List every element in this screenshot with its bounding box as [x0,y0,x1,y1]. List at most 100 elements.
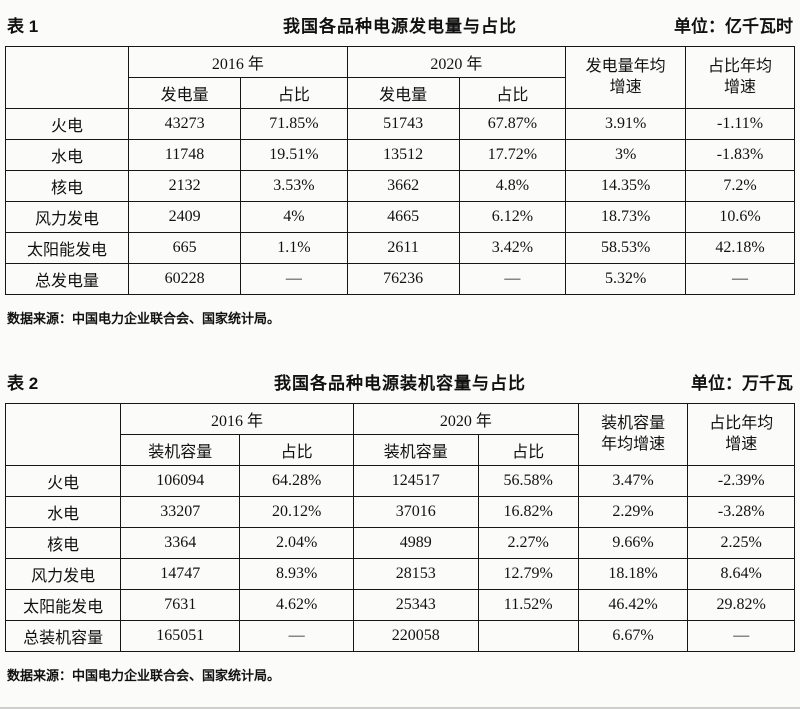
cell: 14.35% [565,170,687,202]
cell: 4.8% [458,170,567,202]
table2: 2016 年 2020 年 装机容量 年均增速 占比年均 增速 装机容量 占比 … [4,403,795,652]
table1: 2016 年 2020 年 发电量年均 增速 占比年均 增速 发电量 占比 发电… [4,46,795,295]
header-row: 装机容量 占比 装机容量 占比 [6,434,795,466]
table2-unit: 单位：万千瓦 [691,374,793,393]
table-row: 总装机容量 165051 — 220058 6.67% — [4,620,795,652]
share-2016-header: 占比 [240,77,348,109]
cell: 2.27% [477,527,579,559]
table2-source-note: 数据来源：中国电力企业联合会、国家统计局。 [7,668,281,683]
cell: 3.42% [458,232,567,264]
row-label: 太阳能发电 [4,232,130,264]
row-label: 火电 [4,465,122,497]
table-row: 水电 33207 20.12% 37016 16.82% 2.29% -3.28… [4,496,795,528]
table-row: 总发电量 60228 — 76236 — 5.32% — [4,263,795,295]
cell: 76236 [346,263,460,295]
cell: 2132 [128,170,242,202]
cell: 2.25% [687,527,795,559]
cell: 6.12% [458,201,567,233]
cell: 2409 [128,201,242,233]
cell: 67.87% [458,108,567,140]
cell: 12.79% [477,558,579,590]
table-row: 太阳能发电 665 1.1% 2611 3.42% 58.53% 42.18% [4,232,795,264]
cell: — [239,620,354,652]
year-2020-header: 2020 年 [346,46,567,78]
generation-2020-header: 发电量 [346,77,460,109]
share-growth-header: 占比年均 增速 [685,46,795,109]
cell: 165051 [120,620,241,652]
table1-label: 表 1 [7,17,39,36]
table-row: 火电 43273 71.85% 51743 67.87% 3.91% -1.11… [4,108,795,140]
cell: -1.83% [685,139,795,171]
generation-growth-header: 发电量年均 增速 [565,46,687,109]
cell: 3% [565,139,687,171]
cell: — [687,620,795,652]
cell: 56.58% [477,465,579,497]
cell: 665 [128,232,242,264]
capacity-2020-header: 装机容量 [352,434,479,466]
row-label: 总发电量 [4,263,130,295]
cell: 29.82% [687,589,795,621]
cell: 1.1% [240,232,348,264]
cell: 58.53% [565,232,687,264]
table-row: 风力发电 2409 4% 4665 6.12% 18.73% 10.6% [4,201,795,233]
cell: 7631 [120,589,241,621]
corner-cell [4,403,122,466]
cell: -3.28% [687,496,795,528]
cell: 13512 [346,139,460,171]
year-2016-header: 2016 年 [128,46,348,78]
cell: — [240,263,348,295]
table-row: 核电 3364 2.04% 4989 2.27% 9.66% 2.25% [4,527,795,559]
row-label: 太阳能发电 [4,589,122,621]
row-label: 水电 [4,139,130,171]
cell: 18.18% [577,558,689,590]
cell: — [685,263,795,295]
row-label: 风力发电 [4,201,130,233]
page-bottom-divider [0,707,800,709]
cell: 17.72% [458,139,567,171]
cell: 4989 [352,527,479,559]
cell: 5.32% [565,263,687,295]
header-row: 2016 年 2020 年 发电量年均 增速 占比年均 增速 [4,46,795,109]
cell [477,620,579,652]
table2-caption: 表 2 我国各品种电源装机容量与占比 单位：万千瓦 [7,369,793,393]
capacity-growth-header: 装机容量 年均增速 [577,403,689,466]
cell: 11748 [128,139,242,171]
cell: 2.04% [239,527,354,559]
cell: 8.64% [687,558,795,590]
cell: 4665 [346,201,460,233]
cell: 7.2% [685,170,795,202]
cell: 10.6% [685,201,795,233]
cell: 16.82% [477,496,579,528]
share-2016-header: 占比 [239,434,354,466]
cell: 37016 [352,496,479,528]
table-row: 核电 2132 3.53% 3662 4.8% 14.35% 7.2% [4,170,795,202]
cell: 6.67% [577,620,689,652]
cell: 11.52% [477,589,579,621]
cell: 3.91% [565,108,687,140]
document-page: 表 1 我国各品种电源发电量与占比 单位：亿千瓦时 2016 年 2020 年 … [4,17,795,683]
cell: 3.47% [577,465,689,497]
cell: 3662 [346,170,460,202]
cell: 3364 [120,527,241,559]
header-row: 发电量 占比 发电量 占比 [6,77,795,109]
row-label: 风力发电 [4,558,122,590]
share-2020-header: 占比 [477,434,579,466]
share-2020-header: 占比 [458,77,567,109]
row-label: 火电 [4,108,130,140]
table2-title: 我国各品种电源装机容量与占比 [274,374,526,393]
table-row: 风力发电 14747 8.93% 28153 12.79% 18.18% 8.6… [4,558,795,590]
cell: 4% [240,201,348,233]
cell: 71.85% [240,108,348,140]
cell: — [458,263,567,295]
cell: 2611 [346,232,460,264]
cell: 20.12% [239,496,354,528]
cell: 4.62% [239,589,354,621]
table-row: 太阳能发电 7631 4.62% 25343 11.52% 46.42% 29.… [4,589,795,621]
row-label: 核电 [4,170,130,202]
cell: 9.66% [577,527,689,559]
cell: 124517 [352,465,479,497]
cell: 3.53% [240,170,348,202]
share-growth-header: 占比年均 增速 [687,403,795,466]
cell: -1.11% [685,108,795,140]
cell: 43273 [128,108,242,140]
